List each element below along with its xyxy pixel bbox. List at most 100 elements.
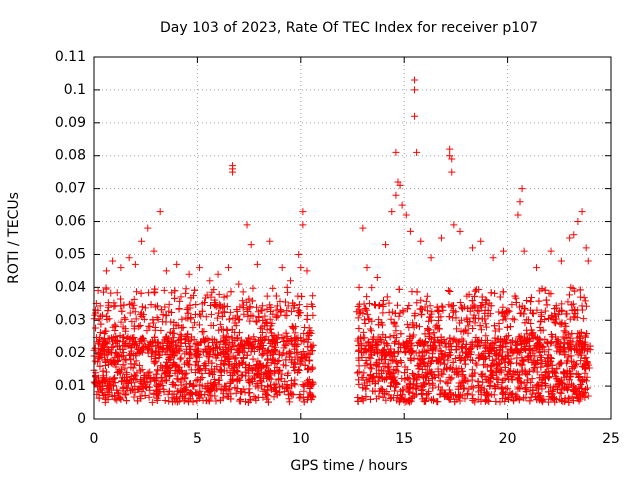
- data-point: [386, 349, 394, 357]
- data-point: [394, 349, 402, 357]
- data-point: [249, 355, 257, 363]
- data-point: [128, 299, 136, 307]
- data-point: [445, 352, 453, 360]
- data-point: [417, 296, 425, 304]
- data-point: [128, 318, 136, 326]
- data-point: [509, 396, 517, 404]
- data-point: [136, 321, 144, 329]
- data-point: [571, 310, 579, 318]
- data-point: [272, 347, 280, 355]
- data-point: [222, 334, 230, 342]
- data-point: [390, 318, 398, 326]
- data-point: [150, 357, 158, 365]
- data-point: [574, 340, 582, 348]
- data-point: [197, 312, 205, 320]
- data-point: [224, 264, 232, 272]
- data-point: [355, 324, 363, 332]
- data-point: [154, 338, 162, 346]
- data-point: [241, 398, 249, 406]
- data-point: [216, 366, 224, 374]
- data-point: [247, 311, 255, 319]
- data-point: [146, 368, 154, 376]
- data-point: [479, 378, 487, 386]
- data-point: [95, 315, 103, 323]
- data-point: [279, 349, 287, 357]
- data-point: [272, 387, 280, 395]
- data-point: [161, 396, 169, 404]
- data-point: [487, 289, 495, 297]
- data-point: [259, 362, 267, 370]
- data-point: [409, 347, 417, 355]
- data-point: [236, 303, 244, 311]
- data-point: [138, 303, 146, 311]
- data-point: [502, 307, 510, 315]
- data-point: [272, 292, 280, 300]
- data-point: [537, 327, 545, 335]
- data-point: [375, 392, 383, 400]
- data-point: [256, 361, 264, 369]
- data-point: [201, 366, 209, 374]
- data-point: [212, 397, 220, 405]
- data-point: [266, 315, 274, 323]
- data-point: [366, 364, 374, 372]
- data-point: [493, 375, 501, 383]
- data-point: [258, 351, 266, 359]
- y-tick-label: 0.06: [55, 214, 86, 230]
- data-point: [126, 376, 134, 384]
- data-point: [354, 337, 362, 345]
- data-point: [117, 318, 125, 326]
- data-point: [169, 337, 177, 345]
- data-point: [133, 350, 141, 358]
- data-point: [94, 383, 102, 391]
- data-point: [108, 349, 116, 357]
- data-point: [465, 290, 473, 298]
- data-point: [144, 369, 152, 377]
- data-point: [354, 314, 362, 322]
- data-point: [492, 398, 500, 406]
- data-point: [207, 310, 215, 318]
- data-point: [191, 286, 199, 294]
- data-point: [164, 355, 172, 363]
- data-point: [100, 288, 108, 296]
- data-point: [468, 376, 476, 384]
- data-point: [405, 301, 413, 309]
- data-point: [156, 208, 164, 216]
- data-point: [228, 326, 236, 334]
- y-tick-label: 0.05: [55, 246, 86, 262]
- data-point: [502, 385, 510, 393]
- data-point: [109, 343, 117, 351]
- data-point: [542, 296, 550, 304]
- data-point: [362, 385, 370, 393]
- data-point: [417, 356, 425, 364]
- data-point: [468, 244, 476, 252]
- data-point: [234, 368, 242, 376]
- data-point: [291, 381, 299, 389]
- data-point: [394, 348, 402, 356]
- data-point: [109, 257, 117, 265]
- data-point: [582, 302, 590, 310]
- data-point: [154, 389, 162, 397]
- data-point: [402, 211, 410, 219]
- data-point: [203, 352, 211, 360]
- data-point: [258, 382, 266, 390]
- data-point: [495, 320, 503, 328]
- data-point: [126, 309, 134, 317]
- data-point: [493, 368, 501, 376]
- data-point: [229, 371, 237, 379]
- data-point: [304, 335, 312, 343]
- data-point: [378, 321, 386, 329]
- data-point: [543, 362, 551, 370]
- data-point: [102, 368, 110, 376]
- data-point: [145, 322, 153, 330]
- data-point: [547, 331, 555, 339]
- data-point: [506, 389, 514, 397]
- data-point: [552, 319, 560, 327]
- data-point: [456, 356, 464, 364]
- data-point: [363, 306, 371, 314]
- data-point: [437, 234, 445, 242]
- data-point: [299, 208, 307, 216]
- data-point: [113, 336, 121, 344]
- data-point: [151, 359, 159, 367]
- data-point: [491, 289, 499, 297]
- data-point: [285, 391, 293, 399]
